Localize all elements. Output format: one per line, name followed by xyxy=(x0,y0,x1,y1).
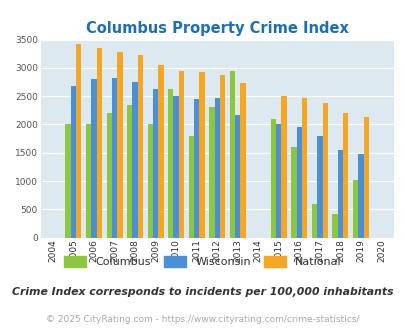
Bar xyxy=(96,48,102,238)
Bar xyxy=(234,115,240,238)
Bar xyxy=(112,78,117,238)
Bar xyxy=(337,150,342,238)
Bar xyxy=(352,180,357,238)
Bar xyxy=(106,113,112,238)
Bar xyxy=(363,117,368,238)
Bar xyxy=(275,124,281,238)
Bar xyxy=(147,124,153,238)
Bar xyxy=(137,55,143,238)
Bar xyxy=(214,98,220,238)
Bar xyxy=(316,136,322,238)
Text: Crime Index corresponds to incidents per 100,000 inhabitants: Crime Index corresponds to incidents per… xyxy=(12,287,393,297)
Bar xyxy=(322,103,327,238)
Bar xyxy=(342,113,347,238)
Text: © 2025 CityRating.com - https://www.cityrating.com/crime-statistics/: © 2025 CityRating.com - https://www.city… xyxy=(46,315,359,324)
Bar xyxy=(168,89,173,238)
Bar xyxy=(199,72,204,238)
Bar xyxy=(301,98,307,238)
Bar xyxy=(270,119,275,238)
Bar xyxy=(158,65,163,238)
Bar xyxy=(91,79,96,238)
Bar xyxy=(229,71,234,238)
Bar xyxy=(194,99,199,238)
Bar xyxy=(86,124,91,238)
Bar xyxy=(127,105,132,238)
Bar xyxy=(209,108,214,238)
Bar xyxy=(76,44,81,238)
Bar xyxy=(65,124,70,238)
Bar xyxy=(220,75,225,238)
Bar xyxy=(296,127,301,238)
Bar xyxy=(291,147,296,238)
Bar xyxy=(188,136,194,238)
Bar xyxy=(70,86,76,238)
Title: Columbus Property Crime Index: Columbus Property Crime Index xyxy=(85,21,348,36)
Bar xyxy=(173,96,178,238)
Bar xyxy=(117,52,122,238)
Bar xyxy=(240,83,245,238)
Bar xyxy=(281,96,286,238)
Bar xyxy=(311,204,316,238)
Legend: Columbus, Wisconsin, National: Columbus, Wisconsin, National xyxy=(60,251,345,271)
Bar xyxy=(132,82,137,238)
Bar xyxy=(178,71,184,238)
Bar xyxy=(332,214,337,238)
Bar xyxy=(153,89,158,238)
Bar xyxy=(357,154,363,238)
